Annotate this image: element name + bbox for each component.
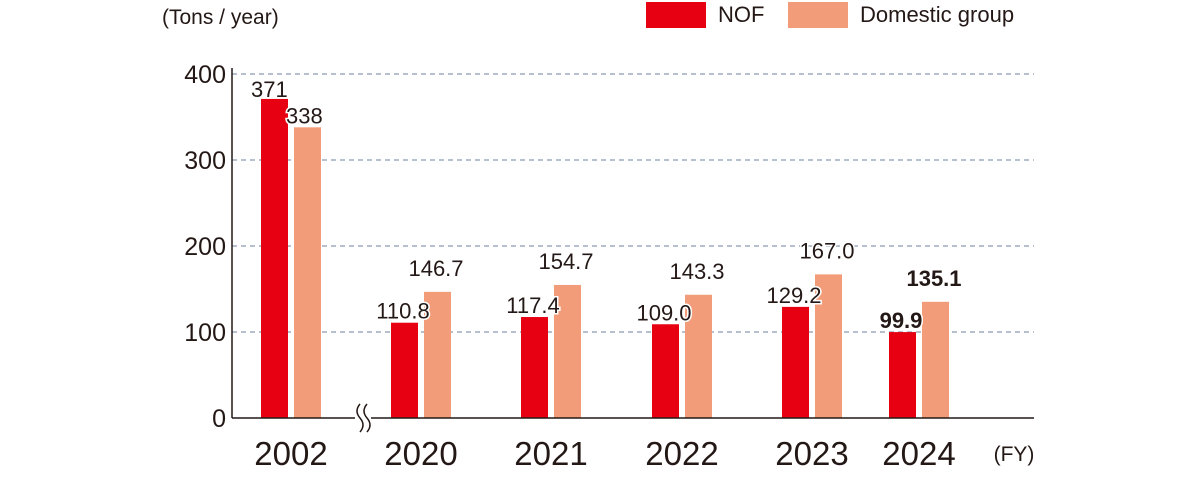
data-label-domestic-group: 143.3	[669, 259, 724, 284]
bar-domestic-group	[685, 294, 712, 418]
legend-label-nof: NOF	[718, 2, 765, 27]
x-tick-label: 2002	[254, 435, 327, 472]
legend-swatch-domestic-group	[788, 2, 848, 28]
data-label-domestic-group: 167.0	[799, 238, 854, 263]
bar-domestic-group	[294, 127, 321, 418]
y-axis-unit-label: (Tons / year)	[162, 6, 279, 29]
axis-break-gap	[355, 404, 371, 432]
y-tick-label: 300	[184, 147, 226, 175]
y-tick-label: 400	[184, 61, 226, 89]
data-label-nof: 117.4	[506, 293, 559, 318]
bar-nof	[391, 322, 418, 418]
bar-domestic-group	[424, 291, 451, 418]
legend-label-domestic-group: Domestic group	[860, 2, 1015, 27]
data-label-nof: 129.2	[766, 283, 821, 308]
data-label-nof: 110.8	[376, 299, 429, 324]
y-tick-label: 100	[184, 319, 226, 347]
bar-domestic-group	[554, 284, 581, 418]
x-tick-label: 2022	[645, 435, 718, 472]
bar-nof	[782, 306, 809, 418]
axes: 0 100 200 300 400 2002 2020 2021 2022 2023 2024 (FY…	[184, 61, 1034, 472]
legend-item-nof: NOF	[646, 2, 764, 28]
bar-nof	[889, 332, 916, 418]
data-label-domestic-group: 338	[286, 103, 323, 128]
x-tick-label: 2023	[775, 435, 848, 472]
x-tick-label: 2021	[514, 435, 587, 472]
data-label-domestic-group: 135.1	[906, 266, 961, 291]
data-label-domestic-group: 154.7	[538, 249, 593, 274]
x-axis-unit-label: (FY)	[994, 443, 1035, 466]
x-tick-label: 2020	[384, 435, 457, 472]
axis-break-marker	[355, 403, 371, 433]
data-label-nof: 99.9	[880, 308, 923, 333]
x-tick-label: 2024	[882, 435, 955, 472]
data-label-domestic-group: 146.7	[408, 256, 463, 281]
bars	[261, 98, 949, 418]
bar-domestic-group	[815, 274, 842, 418]
data-label-nof: 109.0	[636, 300, 691, 325]
bar-nof	[521, 317, 548, 418]
bar-domestic-group	[922, 301, 949, 418]
axis-break-line-right	[363, 403, 371, 433]
axis-break-line-left	[356, 403, 364, 433]
bar-nof	[261, 98, 288, 418]
y-tick-label: 200	[184, 233, 226, 261]
legend-swatch-nof	[646, 2, 706, 28]
y-tick-label: 0	[212, 405, 226, 433]
grid-lines	[232, 73, 1034, 333]
bar-nof	[652, 324, 679, 418]
legend-item-domestic-group: Domestic group	[788, 2, 1014, 28]
data-label-nof: 371	[251, 77, 288, 102]
